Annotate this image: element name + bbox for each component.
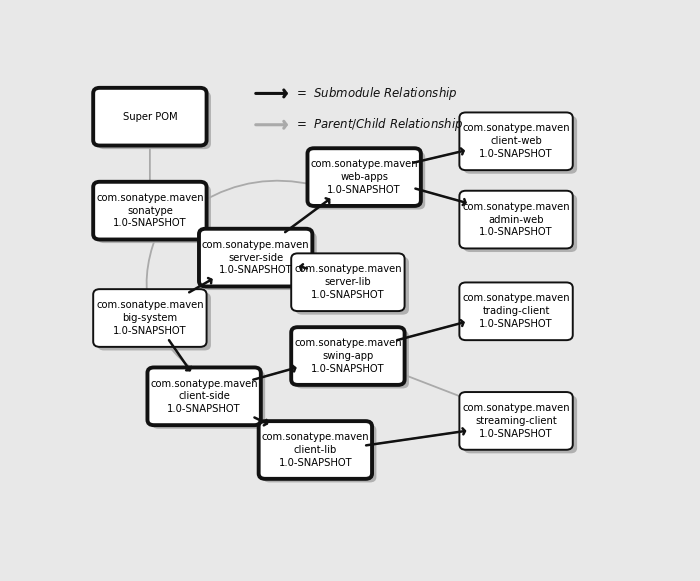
FancyBboxPatch shape: [291, 253, 405, 311]
FancyBboxPatch shape: [97, 185, 211, 243]
FancyBboxPatch shape: [459, 191, 573, 249]
FancyBboxPatch shape: [148, 367, 261, 425]
FancyBboxPatch shape: [199, 229, 312, 286]
Text: com.sonatype.maven
client-web
1.0-SNAPSHOT: com.sonatype.maven client-web 1.0-SNAPSH…: [462, 124, 570, 159]
Text: com.sonatype.maven
sonatype
1.0-SNAPSHOT: com.sonatype.maven sonatype 1.0-SNAPSHOT: [96, 193, 204, 228]
Text: com.sonatype.maven
big-system
1.0-SNAPSHOT: com.sonatype.maven big-system 1.0-SNAPSH…: [96, 300, 204, 336]
FancyBboxPatch shape: [93, 182, 206, 239]
FancyBboxPatch shape: [459, 113, 573, 170]
FancyBboxPatch shape: [97, 293, 211, 350]
Text: =  $\mathbf{\it{Submodule\ Relationship}}$: = $\mathbf{\it{Submodule\ Relationship}}…: [296, 85, 458, 102]
FancyBboxPatch shape: [295, 257, 409, 315]
Text: com.sonatype.maven
client-lib
1.0-SNAPSHOT: com.sonatype.maven client-lib 1.0-SNAPSH…: [262, 432, 369, 468]
FancyBboxPatch shape: [463, 396, 577, 453]
Text: com.sonatype.maven
admin-web
1.0-SNAPSHOT: com.sonatype.maven admin-web 1.0-SNAPSHO…: [462, 202, 570, 238]
FancyBboxPatch shape: [263, 425, 377, 482]
FancyBboxPatch shape: [93, 88, 206, 146]
FancyBboxPatch shape: [312, 152, 425, 210]
Text: com.sonatype.maven
client-side
1.0-SNAPSHOT: com.sonatype.maven client-side 1.0-SNAPS…: [150, 378, 258, 414]
Text: com.sonatype.maven
server-lib
1.0-SNAPSHOT: com.sonatype.maven server-lib 1.0-SNAPSH…: [294, 264, 402, 300]
FancyBboxPatch shape: [259, 421, 372, 479]
FancyBboxPatch shape: [295, 331, 409, 389]
FancyBboxPatch shape: [459, 392, 573, 450]
Text: com.sonatype.maven
server-side
1.0-SNAPSHOT: com.sonatype.maven server-side 1.0-SNAPS…: [202, 240, 309, 275]
FancyBboxPatch shape: [203, 232, 316, 290]
FancyBboxPatch shape: [463, 116, 577, 174]
Text: Super POM: Super POM: [122, 112, 177, 121]
FancyBboxPatch shape: [97, 91, 211, 149]
Text: =  $\mathbf{\it{Parent/Child\ Relationship}}$: = $\mathbf{\it{Parent/Child\ Relationshi…: [296, 116, 463, 133]
Text: com.sonatype.maven
swing-app
1.0-SNAPSHOT: com.sonatype.maven swing-app 1.0-SNAPSHO…: [294, 338, 402, 374]
FancyBboxPatch shape: [93, 289, 206, 347]
FancyBboxPatch shape: [152, 371, 265, 429]
Text: com.sonatype.maven
streaming-client
1.0-SNAPSHOT: com.sonatype.maven streaming-client 1.0-…: [462, 403, 570, 439]
Text: com.sonatype.maven
web-apps
1.0-SNAPSHOT: com.sonatype.maven web-apps 1.0-SNAPSHOT: [310, 159, 418, 195]
FancyBboxPatch shape: [459, 282, 573, 340]
FancyBboxPatch shape: [463, 194, 577, 252]
FancyBboxPatch shape: [307, 148, 421, 206]
Text: com.sonatype.maven
trading-client
1.0-SNAPSHOT: com.sonatype.maven trading-client 1.0-SN…: [462, 293, 570, 329]
FancyBboxPatch shape: [291, 327, 405, 385]
